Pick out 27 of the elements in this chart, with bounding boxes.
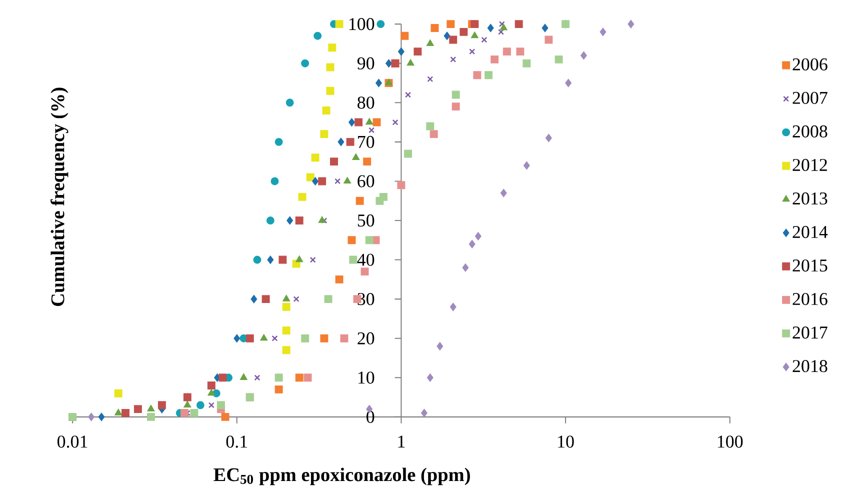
legend-label: 2012	[792, 158, 827, 172]
legend-label: 2014	[792, 226, 828, 238]
x-tick-label: 0.1	[226, 436, 248, 448]
y-tick-label: 20	[358, 332, 374, 344]
y-tick-label: 60	[358, 175, 374, 188]
y-tick-label: 100	[349, 18, 374, 30]
y-tick-label: 50	[358, 214, 374, 227]
y-tick-label: 70	[358, 136, 374, 148]
x-tick-label: 100	[718, 436, 743, 448]
y-axis-title: Cumulative frequency (%)	[50, 88, 68, 306]
legend-label: 2013	[792, 192, 828, 205]
y-tick-label: 40	[357, 254, 374, 266]
legend-label: 2016	[792, 293, 828, 306]
legend-label: 2007	[792, 92, 828, 104]
legend-label: 2018	[792, 360, 828, 372]
y-tick-label: 90	[357, 57, 374, 70]
x-axis-title: EC$_{50}$ ppm epoxiconazole (ppm)	[214, 468, 470, 486]
x-tick-label: 0.01	[57, 436, 88, 448]
y-tick-label: 10	[358, 372, 374, 384]
legend-label: 2008	[792, 125, 828, 138]
x-tick-label: 1	[398, 436, 405, 448]
legend-label: 2006	[792, 58, 828, 71]
legend-label: 2015	[792, 260, 828, 272]
legend-label: 2017	[792, 326, 828, 339]
y-tick-label: 30	[358, 293, 374, 306]
x-tick-label: 10	[558, 436, 574, 448]
y-tick-label: 80	[358, 96, 374, 109]
